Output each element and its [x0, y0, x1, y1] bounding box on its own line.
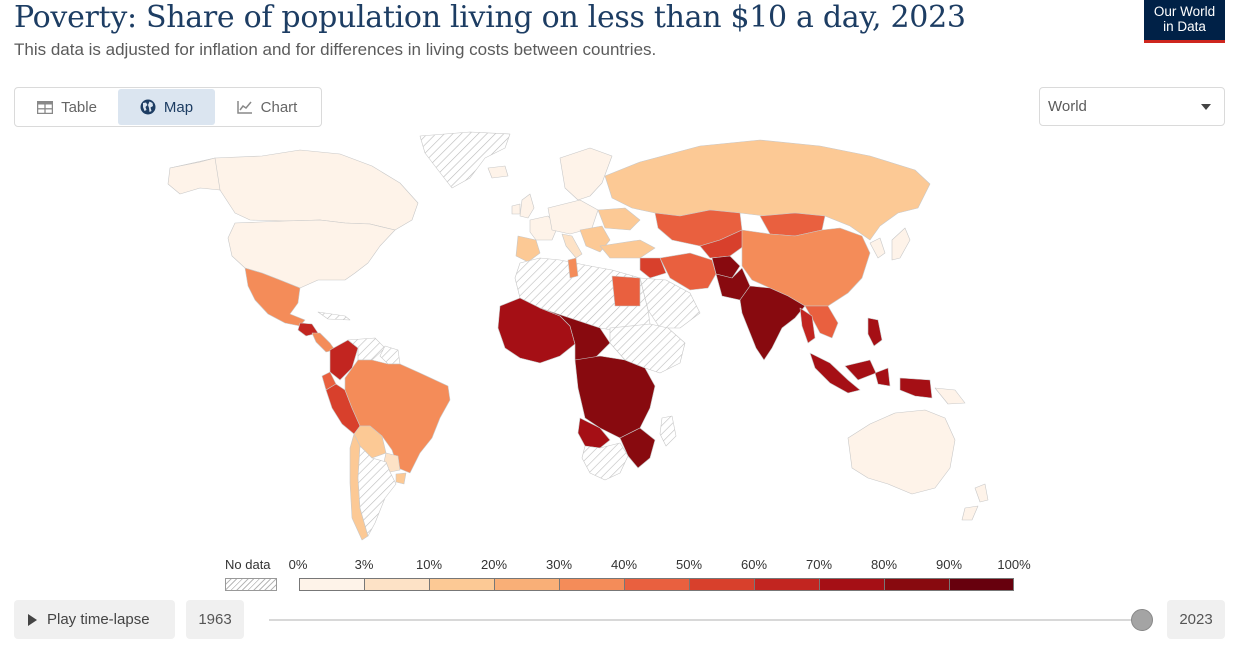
legend-break-label: 3%: [354, 557, 374, 572]
country-new-zealand[interactable]: [961, 483, 989, 521]
line-chart-icon: [236, 101, 252, 114]
country-alaska[interactable]: [167, 157, 221, 195]
country-greenland[interactable]: [419, 131, 511, 189]
view-tabs: Table Map Chart: [14, 87, 322, 127]
legend-break-label: 60%: [740, 557, 768, 572]
country-central-africa[interactable]: [574, 355, 656, 439]
legend-break-label: 10%: [415, 557, 443, 572]
country-west-africa[interactable]: [497, 297, 576, 364]
country-philippines[interactable]: [867, 317, 883, 347]
legend-break-label: 80%: [870, 557, 898, 572]
legend-break-label: 100%: [997, 557, 1031, 572]
country-indonesia[interactable]: [809, 352, 933, 399]
legend-bin-9[interactable]: [884, 578, 949, 591]
chevron-down-icon: [1201, 104, 1211, 110]
legend-bin-1[interactable]: [364, 578, 429, 591]
legend-break-label: 30%: [545, 557, 573, 572]
country-iberia[interactable]: [515, 235, 541, 263]
country-papua[interactable]: [934, 387, 966, 405]
country-tunisia[interactable]: [567, 257, 579, 279]
world-map[interactable]: [0, 128, 1236, 548]
tab-chart-label: Chart: [260, 98, 298, 116]
country-australia[interactable]: [847, 409, 956, 495]
country-iraq-syria[interactable]: [639, 257, 667, 279]
timeline-track[interactable]: [269, 619, 1143, 621]
legend-break-label: 50%: [675, 557, 703, 572]
country-korea-japan[interactable]: [869, 227, 911, 261]
legend-bin-2[interactable]: [429, 578, 494, 591]
logo-line-1: Our World: [1153, 4, 1216, 19]
play-timelapse-label: Play time-lapse: [47, 611, 150, 628]
country-myanmar[interactable]: [799, 307, 816, 344]
country-scandinavia[interactable]: [559, 147, 613, 201]
legend-bin-7[interactable]: [754, 578, 819, 591]
table-icon: [37, 100, 54, 114]
country-egypt[interactable]: [611, 275, 641, 307]
region-select[interactable]: World: [1039, 87, 1225, 126]
timeline-handle[interactable]: [1131, 609, 1153, 631]
legend-break-label: 90%: [935, 557, 963, 572]
region-select-value: World: [1048, 98, 1087, 115]
legend-no-data-label: No data: [225, 557, 271, 572]
country-iran[interactable]: [659, 252, 717, 291]
country-ukraine[interactable]: [597, 207, 641, 231]
country-turkey[interactable]: [599, 239, 656, 259]
owid-logo[interactable]: Our World in Data: [1144, 0, 1225, 43]
tab-chart[interactable]: Chart: [215, 89, 319, 125]
tab-table[interactable]: Table: [16, 89, 118, 125]
country-italy[interactable]: [561, 233, 583, 259]
legend-no-data-swatch: [225, 578, 277, 591]
legend-bin-6[interactable]: [689, 578, 754, 591]
legend-bin-0[interactable]: [299, 578, 364, 591]
country-india[interactable]: [739, 285, 806, 361]
country-china[interactable]: [741, 227, 871, 307]
legend-break-label: 70%: [805, 557, 833, 572]
country-mexico[interactable]: [244, 267, 306, 327]
tab-map-label: Map: [163, 98, 194, 116]
legend-break-label: 0%: [288, 557, 308, 572]
legend-bin-10[interactable]: [949, 578, 1014, 591]
country-uk[interactable]: [519, 193, 535, 219]
country-madagascar[interactable]: [659, 415, 677, 447]
play-timelapse-button[interactable]: Play time-lapse: [14, 600, 175, 639]
map-legend: No data 0% 3% 10% 20% 30% 40% 50% 60% 70…: [0, 550, 1236, 595]
timeline-end-year[interactable]: 2023: [1167, 600, 1225, 639]
country-uruguay[interactable]: [395, 472, 407, 485]
legend-bin-3[interactable]: [494, 578, 559, 591]
legend-bin-5[interactable]: [624, 578, 689, 591]
country-arabian-peninsula[interactable]: [639, 277, 701, 329]
tab-map[interactable]: Map: [118, 89, 215, 125]
country-argentina[interactable]: [357, 445, 397, 537]
country-ireland[interactable]: [511, 203, 521, 215]
tab-table-label: Table: [61, 98, 97, 116]
country-horn-of-africa[interactable]: [609, 323, 686, 374]
logo-line-2: in Data: [1163, 19, 1206, 34]
legend-break-label: 20%: [480, 557, 508, 572]
legend-bin-8[interactable]: [819, 578, 884, 591]
country-southern-africa[interactable]: [581, 442, 629, 481]
country-iceland[interactable]: [487, 165, 509, 179]
timeline-start-year[interactable]: 1963: [186, 600, 244, 639]
page-subtitle: This data is adjusted for inflation and …: [14, 40, 657, 59]
legend-break-label: 40%: [610, 557, 638, 572]
country-cuba[interactable]: [317, 311, 351, 321]
country-usa[interactable]: [227, 219, 396, 289]
play-icon: [28, 613, 37, 626]
page-title: Poverty: Share of population living on l…: [14, 0, 966, 35]
globe-icon: [140, 99, 156, 115]
legend-bin-4[interactable]: [559, 578, 624, 591]
